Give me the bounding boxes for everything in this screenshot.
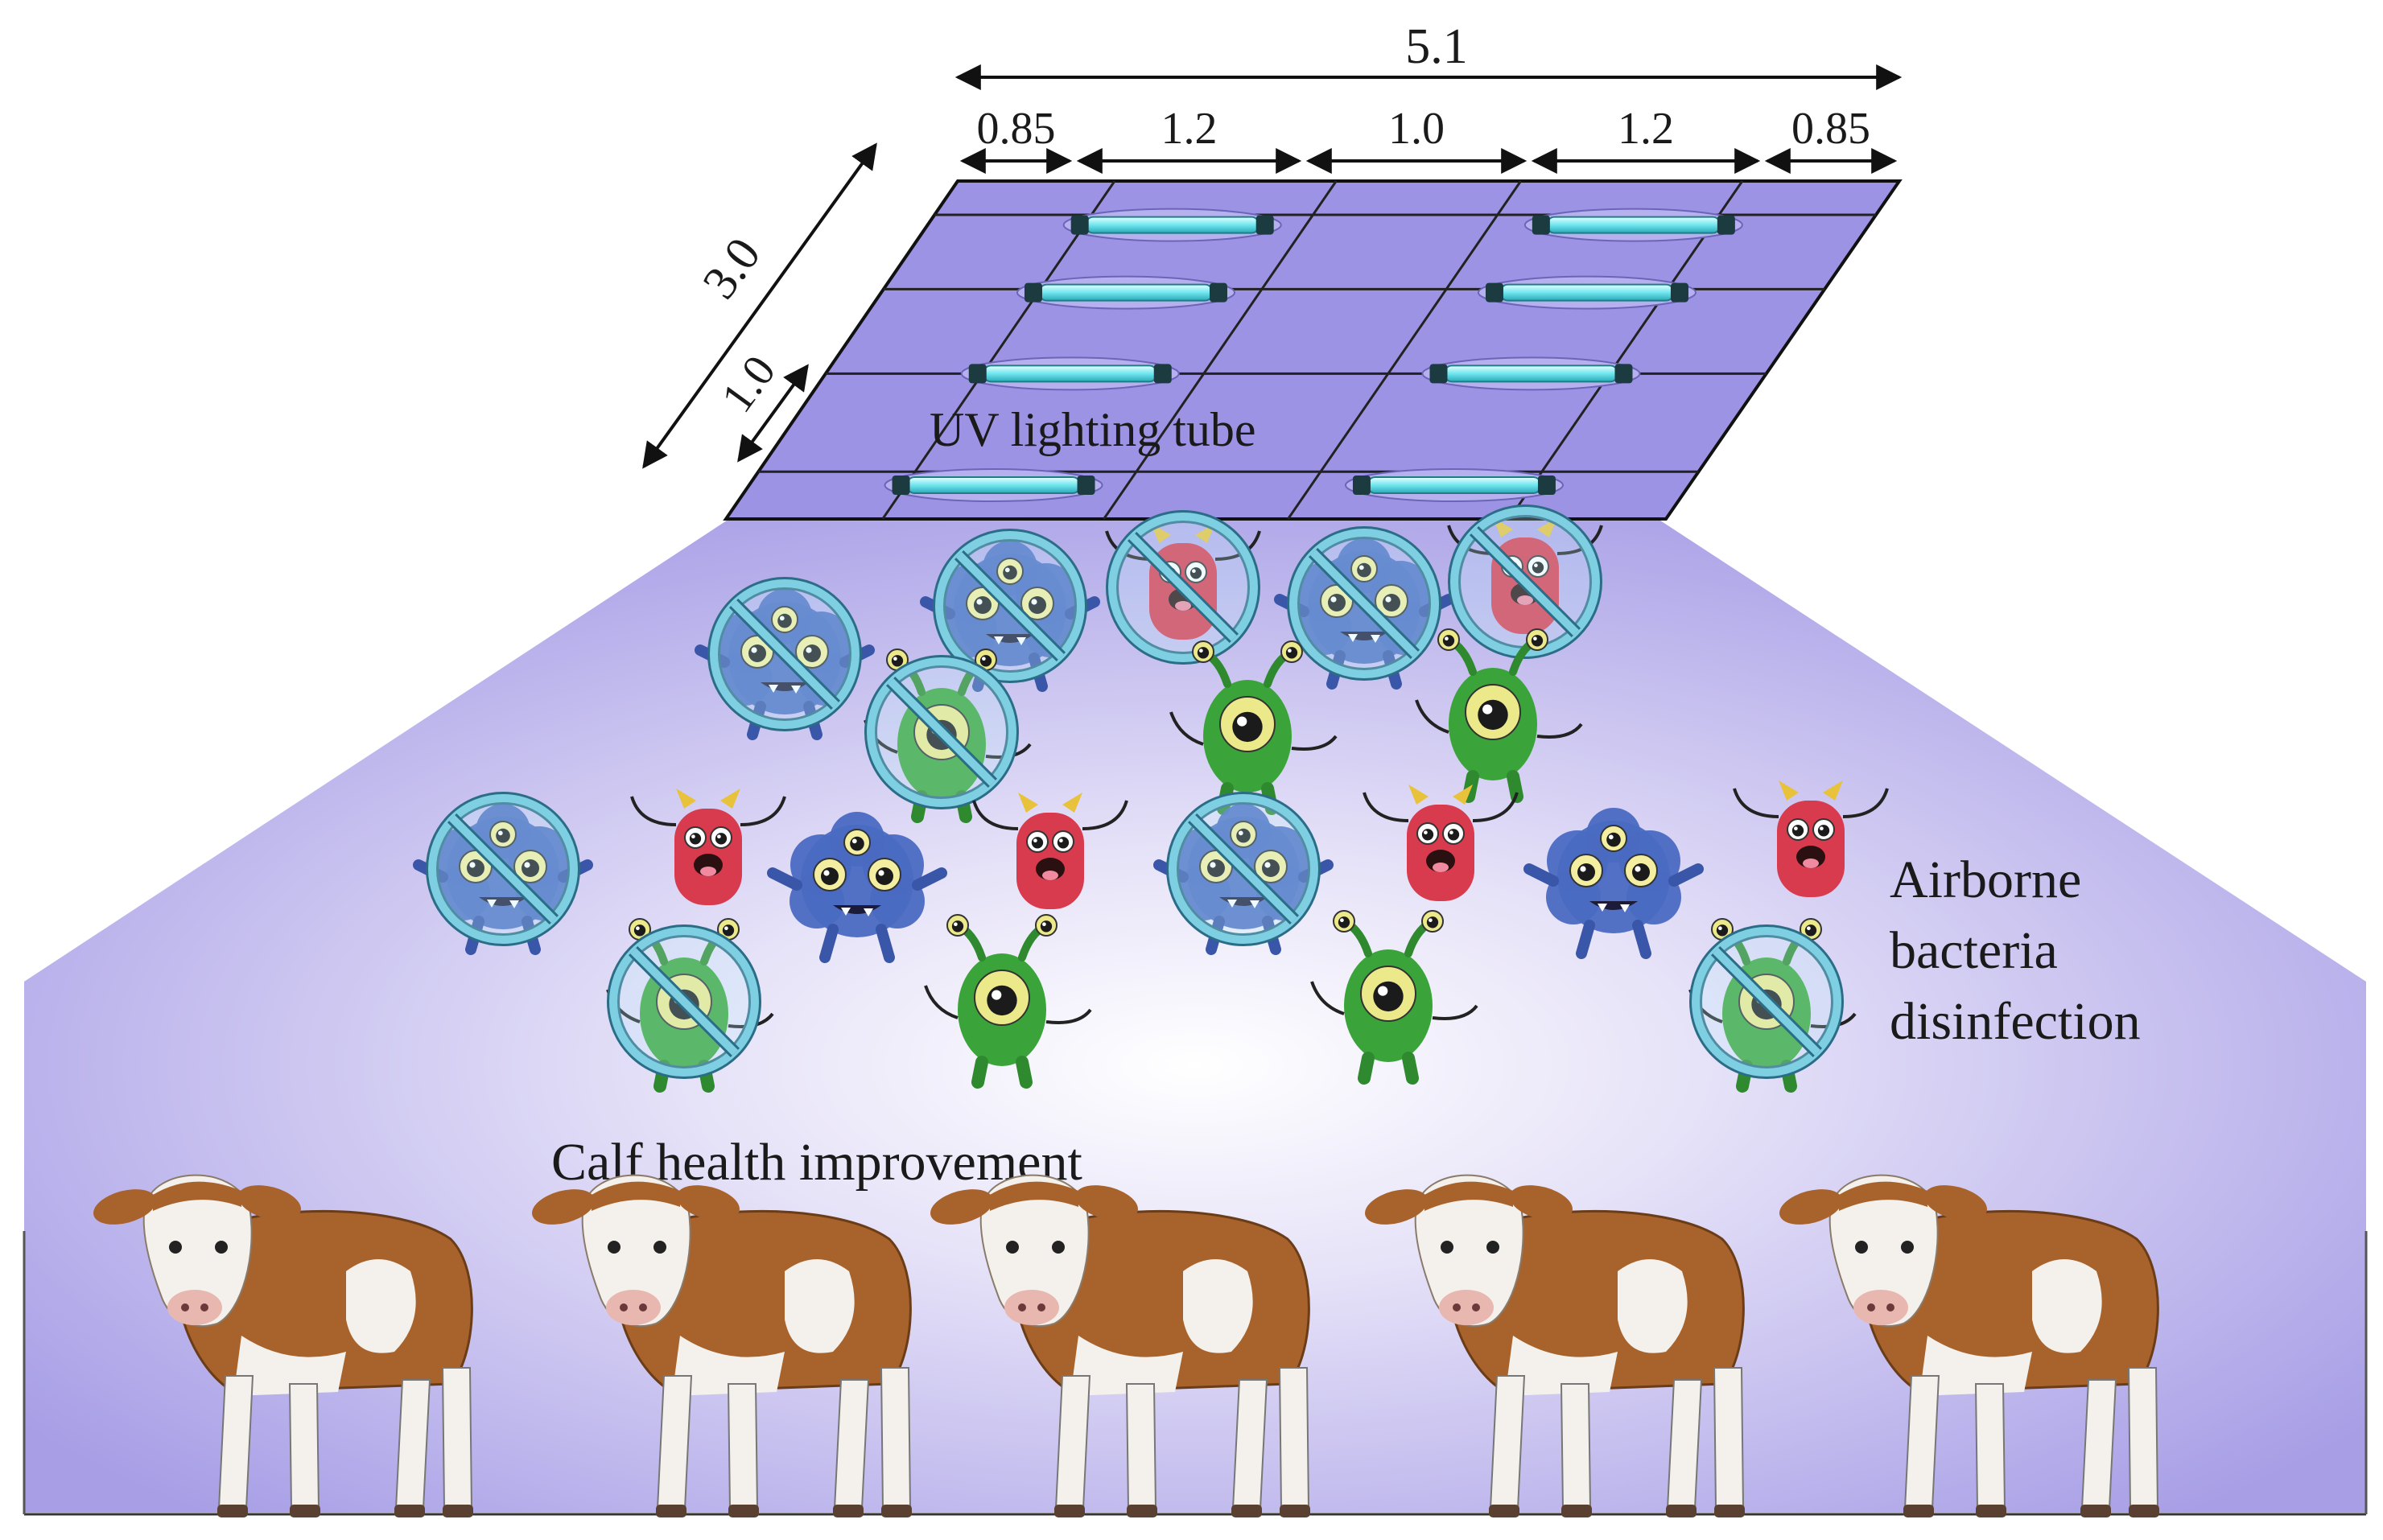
microbe-icon bbox=[695, 577, 875, 740]
microbe-icon bbox=[1274, 526, 1454, 690]
depth-arrow bbox=[642, 142, 877, 469]
microbe-icon bbox=[1363, 784, 1519, 901]
uv-tube-icon bbox=[1062, 208, 1282, 242]
dimension-annotations: 5.1 0.85 1.2 1.0 1.2 0.85 3.0 1.0 bbox=[642, 19, 1903, 469]
microbe-group bbox=[413, 504, 1889, 1093]
microbe-icon bbox=[1310, 910, 1478, 1085]
uv-tube-icon bbox=[1523, 208, 1743, 242]
microbe-icon bbox=[1733, 780, 1889, 897]
microbe-icon bbox=[630, 789, 786, 905]
segment-dimensions: 0.85 1.2 1.0 1.2 0.85 bbox=[959, 104, 1898, 174]
calf-icon bbox=[1779, 1174, 2159, 1517]
microbe-icon bbox=[1153, 792, 1334, 955]
segment-label: 1.2 bbox=[1161, 104, 1218, 154]
microbe-icon bbox=[1447, 504, 1603, 659]
microbe-icon bbox=[767, 812, 947, 963]
microbe-icon bbox=[413, 792, 593, 955]
microbe-icon bbox=[920, 529, 1100, 692]
uv-tube-icon bbox=[1344, 468, 1564, 502]
uv-tube-icon bbox=[1477, 275, 1697, 310]
segment-label: 0.85 bbox=[1791, 104, 1870, 154]
row-spacing-arrow bbox=[737, 364, 809, 463]
calf-icon bbox=[532, 1174, 912, 1517]
uv-tube-icon bbox=[1016, 275, 1235, 310]
airborne-label-line-2: bacteria bbox=[1890, 921, 2058, 980]
panel-grid-vertical bbox=[1287, 180, 1522, 520]
segment-label: 0.85 bbox=[977, 104, 1056, 154]
microbe-icon bbox=[1415, 628, 1583, 803]
uv-tube-icon bbox=[960, 356, 1180, 391]
airborne-label-line-1: Airborne bbox=[1890, 850, 2081, 909]
microbe-icon bbox=[1523, 808, 1704, 959]
airborne-label-line-3: disinfection bbox=[1890, 992, 2141, 1051]
calf-icon bbox=[930, 1174, 1310, 1517]
microbe-icon bbox=[972, 793, 1128, 909]
microbe-icon bbox=[606, 918, 774, 1093]
uv-tube-label: UV lighting tube bbox=[930, 403, 1256, 456]
microbe-icon bbox=[1105, 510, 1261, 665]
microbe-icon bbox=[924, 914, 1092, 1089]
depth-label: 3.0 bbox=[692, 229, 770, 308]
total-width-label: 5.1 bbox=[1405, 19, 1468, 74]
calf-group bbox=[93, 1174, 2159, 1517]
microbe-icon bbox=[864, 649, 1032, 823]
calf-icon bbox=[1365, 1174, 1745, 1517]
segment-label: 1.2 bbox=[1618, 104, 1674, 154]
segment-label: 1.0 bbox=[1388, 104, 1445, 154]
panel-grid-vertical bbox=[881, 180, 1116, 520]
uv-tube-icon bbox=[1421, 356, 1641, 391]
uv-tube-icon bbox=[884, 468, 1103, 502]
microbe-icon bbox=[1688, 918, 1857, 1093]
panel-grid-vertical bbox=[1103, 180, 1338, 520]
calf-icon bbox=[93, 1174, 473, 1517]
ceiling-panel bbox=[723, 179, 1903, 521]
